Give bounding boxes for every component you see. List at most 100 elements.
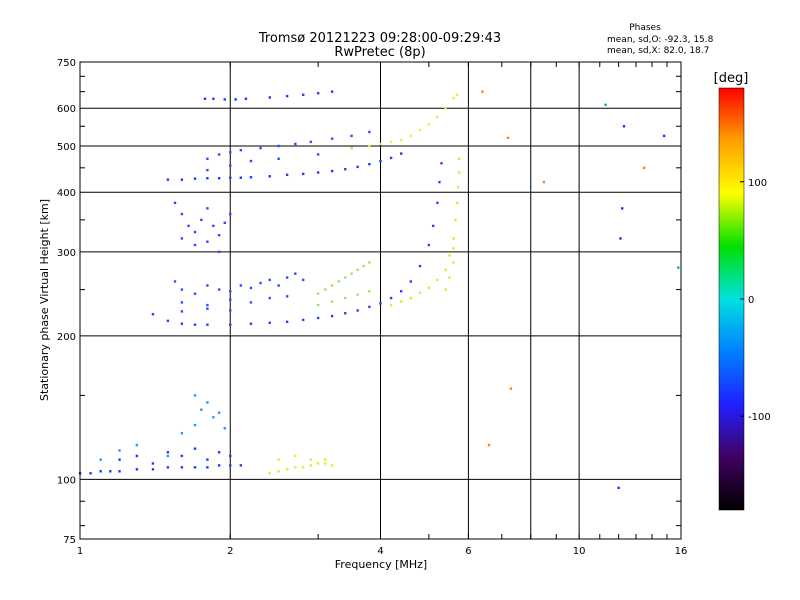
data-point — [249, 176, 253, 179]
data-point — [173, 201, 177, 205]
data-point — [309, 464, 312, 467]
data-point — [118, 458, 121, 461]
data-point — [151, 312, 155, 316]
data-point — [180, 288, 184, 291]
data-point — [316, 171, 320, 174]
x-tick-label: 10 — [573, 546, 586, 557]
data-point — [356, 293, 359, 296]
data-point — [448, 254, 451, 257]
colorbar-tick-label: 100 — [748, 178, 767, 189]
y-tick-label: 200 — [57, 332, 76, 343]
data-point — [89, 472, 92, 475]
data-point — [330, 300, 334, 303]
data-point — [135, 443, 139, 447]
data-point — [409, 134, 412, 138]
data-point — [389, 156, 393, 160]
data-point — [399, 152, 403, 155]
data-point — [268, 96, 271, 99]
data-point — [234, 98, 237, 101]
data-point — [368, 130, 371, 134]
data-point — [542, 180, 546, 184]
phases-x-stats: mean, sd,X: 82.0, 18.7 — [607, 46, 709, 56]
data-point — [418, 291, 422, 295]
data-point — [622, 125, 626, 128]
y-tick-label: 600 — [57, 104, 76, 115]
data-point — [223, 221, 226, 225]
chart-title: Tromsø 20121223 09:28:00-09:29:43 — [258, 31, 501, 46]
data-point — [239, 284, 243, 287]
data-point — [229, 176, 232, 179]
data-point — [509, 387, 513, 390]
data-point — [506, 136, 510, 140]
data-point — [330, 314, 334, 318]
data-point — [604, 103, 607, 107]
data-point — [206, 466, 209, 469]
data-point — [217, 250, 221, 254]
data-point — [217, 411, 221, 414]
data-point — [200, 218, 203, 222]
data-point — [456, 93, 459, 97]
data-point — [166, 178, 170, 181]
y-tick-label: 500 — [57, 142, 76, 153]
data-point — [457, 157, 461, 161]
data-point — [344, 168, 347, 171]
data-point — [452, 261, 455, 264]
data-point — [356, 165, 359, 169]
data-point — [206, 323, 209, 326]
data-point — [277, 144, 280, 148]
data-point — [418, 128, 422, 132]
data-point — [452, 96, 455, 100]
data-point — [316, 92, 320, 95]
data-point — [344, 296, 347, 300]
data-point — [457, 171, 461, 174]
data-point — [301, 318, 305, 322]
data-point — [217, 234, 221, 237]
data-point — [316, 462, 320, 465]
data-point — [206, 458, 209, 461]
y-tick-label: 75 — [63, 535, 76, 546]
data-point — [229, 212, 232, 216]
data-point — [249, 301, 253, 304]
data-point — [180, 431, 184, 435]
data-point — [350, 134, 353, 138]
data-point — [368, 305, 371, 309]
data-point — [294, 466, 297, 469]
grid-lines — [79, 61, 682, 540]
data-point — [436, 115, 439, 119]
axis-ticks: 75 100 200 300 400 500 600 750 1 2 4 6 10 16 — [57, 58, 687, 557]
data-point — [427, 123, 431, 126]
data-point — [268, 321, 271, 324]
data-point — [217, 177, 221, 180]
data-point — [316, 316, 320, 320]
data-point — [268, 278, 271, 282]
data-point — [200, 408, 203, 411]
data-point — [324, 458, 327, 461]
data-point — [212, 416, 215, 419]
data-point — [249, 286, 253, 290]
data-point — [166, 451, 170, 454]
data-point — [330, 464, 334, 467]
data-point — [180, 237, 184, 240]
data-point — [337, 280, 341, 283]
data-point — [444, 288, 447, 291]
data-point — [285, 320, 289, 323]
data-point — [180, 178, 184, 181]
data-point — [180, 466, 184, 469]
data-point — [662, 134, 666, 138]
data-point — [135, 454, 139, 458]
data-point — [399, 290, 403, 293]
data-point — [309, 140, 312, 144]
data-point — [294, 272, 297, 275]
data-point — [448, 276, 451, 279]
data-point — [268, 175, 271, 178]
data-point — [368, 144, 371, 148]
data-point — [436, 278, 439, 282]
data-point — [301, 93, 305, 97]
data-point — [193, 243, 197, 247]
colorbar-ticks: 100 0 -100 — [740, 178, 771, 423]
data-point — [223, 98, 226, 101]
data-point — [427, 286, 431, 290]
data-point — [368, 290, 371, 293]
data-point — [239, 176, 243, 179]
data-point — [389, 140, 393, 144]
